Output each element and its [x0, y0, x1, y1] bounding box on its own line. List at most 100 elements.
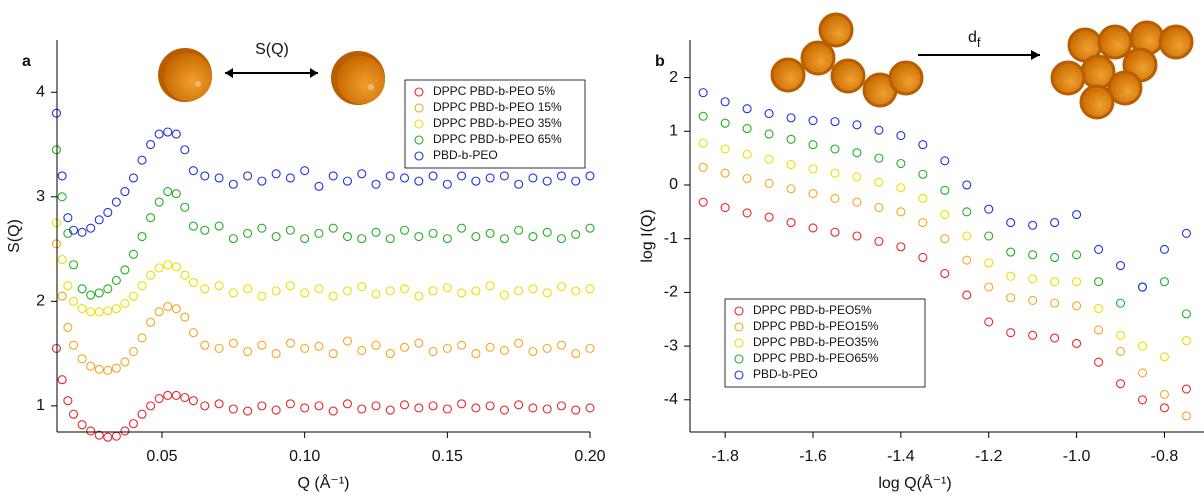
annotation-sub: f: [977, 35, 981, 50]
data-point: [528, 346, 538, 357]
data-point: [68, 260, 79, 270]
data-point: [214, 221, 224, 231]
data-point: [146, 317, 156, 327]
legend-marker: [734, 338, 744, 348]
data-point: [285, 173, 295, 183]
data-point: [328, 349, 338, 359]
data-point: [68, 296, 79, 306]
y-tick-label: 4: [36, 83, 45, 100]
data-point: [171, 129, 181, 139]
data-point: [485, 173, 495, 183]
data-point: [1159, 403, 1170, 413]
data-point: [385, 405, 395, 415]
data-point: [111, 275, 121, 285]
data-point: [499, 345, 509, 356]
data-point: [137, 333, 147, 343]
data-point: [314, 181, 324, 191]
data-point: [457, 171, 467, 181]
data-point: [1094, 303, 1104, 314]
data-point: [414, 231, 424, 242]
data-point: [257, 176, 267, 186]
data-point: [742, 208, 752, 218]
data-point: [471, 231, 481, 242]
data-point: [962, 207, 972, 217]
data-point: [874, 153, 884, 163]
data-point: [243, 228, 253, 238]
data-point: [786, 134, 796, 144]
data-point: [51, 218, 61, 228]
data-point: [852, 172, 862, 182]
data-point: [146, 139, 156, 150]
data-point: [77, 284, 87, 294]
data-point: [214, 281, 224, 291]
data-point: [1137, 341, 1148, 351]
data-point: [357, 282, 367, 292]
data-point: [428, 286, 438, 296]
data-point: [1137, 368, 1148, 378]
data-point: [271, 231, 281, 242]
data-point: [542, 288, 552, 298]
data-point: [154, 393, 164, 404]
data-point: [94, 288, 104, 298]
data-point: [385, 349, 395, 359]
data-point: [271, 169, 281, 179]
data-point: [984, 258, 994, 268]
data-point: [137, 155, 147, 165]
data-point: [342, 286, 353, 296]
data-point: [1072, 209, 1082, 220]
data-point: [962, 255, 972, 265]
data-point: [940, 156, 950, 166]
data-point: [471, 176, 481, 186]
data-point: [228, 404, 238, 414]
data-point: [918, 169, 928, 179]
data-point: [77, 354, 87, 364]
data-point: [342, 399, 353, 409]
data-point: [485, 342, 495, 352]
data-point: [528, 173, 538, 183]
data-point: [764, 154, 774, 164]
data-point: [51, 343, 61, 353]
data-point: [163, 187, 173, 197]
x-tick-label: 0.15: [432, 448, 463, 465]
x-tick-label: 0.05: [146, 448, 177, 465]
data-point: [285, 338, 295, 348]
data-point: [128, 346, 139, 357]
data-point: [896, 207, 906, 217]
y-tick-label: -1: [664, 230, 678, 247]
legend-marker: [414, 103, 424, 113]
data-point: [471, 349, 481, 359]
data-point: [111, 431, 121, 441]
annotation: df: [968, 29, 981, 50]
data-point: [1050, 218, 1060, 228]
data-point: [556, 171, 567, 181]
data-point: [86, 426, 96, 436]
data-point: [103, 365, 113, 375]
data-point: [786, 218, 796, 228]
data-point: [918, 252, 928, 263]
data-point: [214, 399, 224, 409]
data-point: [918, 218, 928, 228]
data-point: [485, 401, 495, 411]
data-point: [300, 166, 310, 176]
data-point: [556, 282, 567, 292]
data-point: [499, 171, 509, 181]
data-point: [57, 192, 67, 202]
data-point: [1094, 244, 1104, 254]
data-point: [94, 307, 104, 317]
data-point: [918, 193, 928, 203]
data-point: [154, 197, 164, 207]
data-point: [414, 291, 424, 301]
panel-label: a: [22, 53, 31, 70]
x-tick-label: 0.20: [574, 448, 605, 465]
data-point: [357, 345, 367, 356]
data-point: [556, 340, 567, 350]
data-point: [51, 145, 61, 155]
data-point: [1137, 395, 1148, 405]
data-point: [86, 223, 96, 233]
data-point: [940, 269, 950, 279]
data-point: [180, 270, 190, 280]
data-point: [257, 223, 267, 233]
data-point: [514, 286, 524, 296]
data-point: [371, 340, 381, 350]
data-point: [428, 228, 438, 238]
